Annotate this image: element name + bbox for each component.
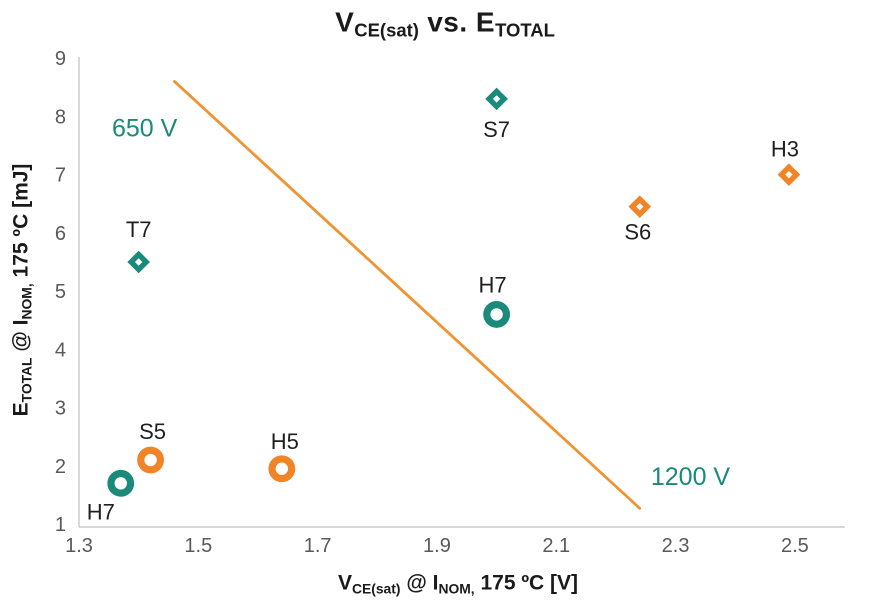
title-v-subscript: CE(sat)	[354, 19, 419, 41]
data-point-marker-diamond	[777, 163, 801, 186]
y-tick-label: 9	[55, 48, 66, 70]
y-tick-label: 5	[55, 281, 66, 303]
y-tick-label: 2	[55, 456, 66, 478]
x-tick-label: 1.9	[423, 535, 451, 557]
point-label-background	[476, 272, 509, 297]
chart-title: VCE(sat) vs. ETOTAL	[335, 6, 555, 41]
point-label-background	[122, 217, 155, 242]
y-tick-label: 3	[55, 398, 66, 420]
data-point-label: H7	[479, 272, 507, 297]
y-tick-label: 4	[55, 339, 66, 361]
y-tick-label: 8	[55, 106, 66, 128]
x-axis-title: VCE(sat) @ INOM, 175 ºC [V]	[338, 572, 578, 597]
voltage-annotation: 650 V	[112, 115, 178, 143]
x-axis-nom-subscript: NOM,	[438, 580, 475, 597]
data-point-marker-diamond	[628, 195, 652, 218]
data-point-marker-circle	[483, 301, 511, 328]
voltage-annotation: 1200 V	[651, 463, 731, 491]
y-tick-label: 6	[55, 223, 66, 245]
title-vs-text: vs. E	[418, 6, 496, 38]
title-e-subscript: TOTAL	[495, 19, 555, 41]
voltage-separator-line	[173, 80, 642, 510]
x-tick-label: 2.1	[542, 535, 570, 557]
data-point-marker-diamond	[127, 250, 150, 274]
point-label-background	[268, 428, 301, 453]
point-label-background	[136, 419, 169, 444]
data-point-marker-diamond	[485, 87, 508, 111]
data-point-label: H5	[271, 429, 299, 454]
title-v-symbol: V	[335, 6, 355, 38]
point-label-background	[84, 499, 117, 524]
x-axis-cesat-subscript: CE(sat)	[351, 580, 401, 597]
data-point-marker-circle	[107, 469, 135, 497]
x-tick-label: 1.5	[184, 535, 212, 557]
data-point-marker-circle	[268, 455, 296, 483]
point-label-background	[621, 219, 654, 244]
y-tick-label: 1	[55, 514, 66, 536]
x-tick-label: 2.5	[781, 535, 809, 557]
data-point-label: T7	[126, 217, 152, 242]
data-point-label: H7	[87, 499, 115, 524]
x-tick-label: 1.7	[304, 535, 332, 557]
x-axis-at-text: @ I	[400, 571, 439, 595]
data-point-label: S7	[483, 117, 510, 142]
y-tick-label: 7	[55, 165, 66, 187]
point-label-background	[480, 116, 513, 141]
x-tick-label: 2.3	[662, 535, 690, 557]
x-axis-units-text: 175 ºC [V]	[474, 571, 579, 595]
data-point-label: S6	[624, 220, 651, 245]
x-axis-v-symbol: V	[337, 571, 352, 595]
x-tick-label: 1.3	[65, 535, 93, 557]
data-point-label: H3	[771, 137, 799, 162]
point-label-background	[768, 136, 801, 161]
data-point-marker-circle	[137, 446, 164, 474]
data-point-label: S5	[139, 419, 166, 444]
